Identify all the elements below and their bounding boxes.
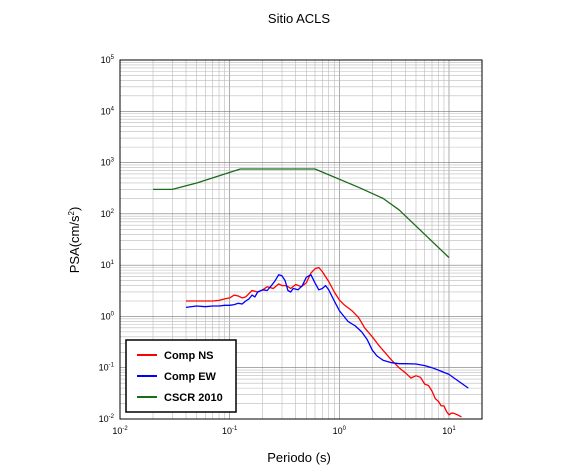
grid (119, 59, 483, 420)
series-line-cscr-2010 (153, 168, 450, 259)
plot-frame (119, 59, 483, 420)
chart-title: Sitio ACLS (268, 11, 330, 26)
series-line-comp-ns (186, 266, 462, 418)
legend-label-comp-ns: Comp NS (164, 350, 214, 362)
legend-label-comp-ew: Comp EW (164, 371, 217, 383)
x-tick-label: 10-1 (222, 426, 238, 436)
legend-entries: Comp NS Comp EW CSCR 2010 (137, 350, 223, 404)
y-tick-label: 102 (101, 209, 115, 219)
y-axis-title-main: PSA(cm/s (67, 215, 82, 273)
y-axis-title-close: ) (67, 207, 82, 211)
legend-label-cscr-2010: CSCR 2010 (164, 392, 223, 404)
series-layer (153, 168, 469, 418)
x-tick-label: 10-2 (112, 426, 128, 436)
legend: Comp NS Comp EW CSCR 2010 (125, 339, 237, 413)
series-line-comp-ew (185, 274, 469, 389)
y-tick-label: 101 (101, 260, 115, 270)
y-tick-label: 100 (101, 311, 115, 321)
y-axis-title: PSA(cm/s2) (67, 207, 82, 274)
y-tick-label: 103 (101, 158, 115, 168)
y-tick-label: 104 (101, 106, 115, 116)
y-tick-label: 10-2 (99, 414, 115, 424)
x-tick-label: 100 (333, 426, 347, 436)
y-axis-title-sup: 2 (67, 211, 76, 216)
x-tick-label: 101 (442, 426, 456, 436)
x-tick-labels: 10-2 10-1 100 101 (112, 426, 456, 436)
y-tick-labels: 10-2 10-1 100 101 102 103 104 105 (99, 55, 115, 424)
x-axis-title: Periodo (s) (267, 450, 331, 465)
y-tick-label: 10-1 (99, 363, 115, 373)
y-tick-label: 105 (101, 55, 115, 65)
